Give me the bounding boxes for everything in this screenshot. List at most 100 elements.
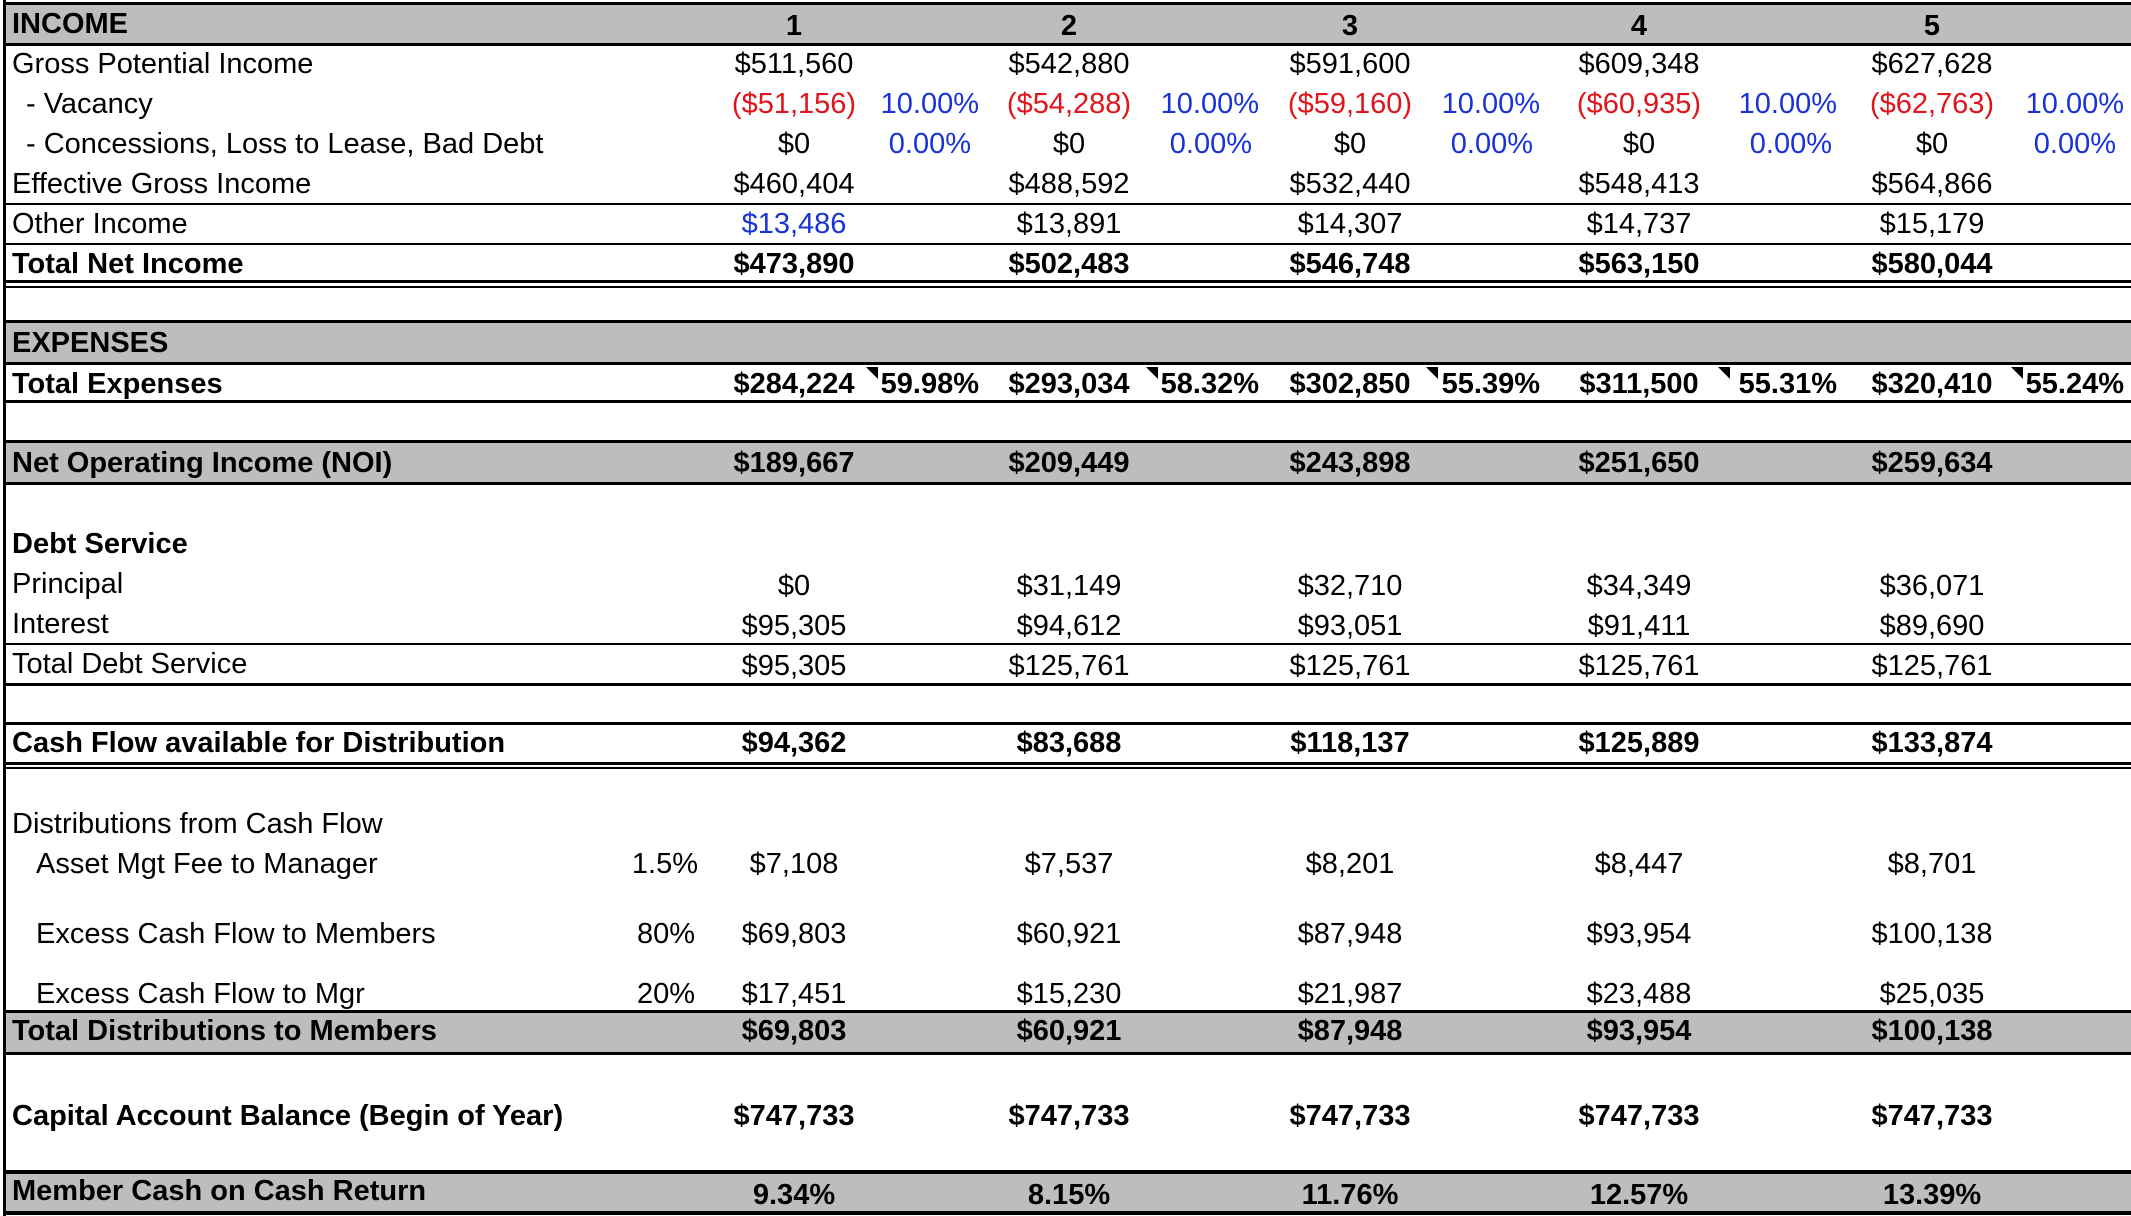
cell-noi-y2[interactable]: $209,449 — [1008, 447, 1130, 479]
cell-coc-y4[interactable]: 12.57% — [1589, 1179, 1689, 1211]
cell-capital-y4[interactable]: $747,733 — [1578, 1100, 1700, 1132]
cell-total-expenses-y4[interactable]: $311,500 — [1579, 368, 1699, 400]
cell-interest-y4[interactable]: $91,411 — [1587, 610, 1691, 642]
cell-vacancy-y2[interactable]: ($54,288) — [1006, 88, 1132, 120]
cell-principal-y4[interactable]: $34,349 — [1586, 570, 1692, 602]
cell-vacancy-pct-y5[interactable]: 10.00% — [2025, 88, 2124, 120]
cell-egi-y2[interactable]: $488,592 — [1008, 168, 1130, 200]
cell-gpi-y2[interactable]: $542,880 — [1008, 48, 1130, 80]
cell-excess-members-y3[interactable]: $87,948 — [1297, 918, 1403, 950]
cell-principal-y3[interactable]: $32,710 — [1297, 570, 1403, 602]
comment-flag[interactable] — [1426, 367, 1438, 379]
cell-capital-y5[interactable]: $747,733 — [1871, 1100, 1993, 1132]
cell-gpi-y3[interactable]: $591,600 — [1289, 48, 1411, 80]
cell-expense-ratio-y4[interactable]: 55.31% — [1738, 368, 1837, 400]
cell-concessions-y2[interactable]: $0 — [1052, 128, 1086, 160]
cell-total-dist-y5[interactable]: $100,138 — [1871, 1015, 1993, 1047]
cell-concessions-pct-y3[interactable]: 0.00% — [1450, 128, 1533, 160]
cell-total-dist-y4[interactable]: $93,954 — [1586, 1015, 1692, 1047]
cell-egi-y1[interactable]: $460,404 — [733, 168, 855, 200]
cell-cash-flow-y3[interactable]: $118,137 — [1290, 727, 1410, 759]
cell-concessions-y3[interactable]: $0 — [1333, 128, 1367, 160]
cell-total-expenses-y2[interactable]: $293,034 — [1008, 368, 1130, 400]
cell-total-debt-y2[interactable]: $125,761 — [1008, 650, 1130, 682]
cell-interest-y3[interactable]: $93,051 — [1297, 610, 1403, 642]
cell-excess-members-y1[interactable]: $69,803 — [741, 918, 847, 950]
cell-expense-ratio-y3[interactable]: 55.39% — [1441, 368, 1540, 400]
cell-asset-mgt-y1[interactable]: $7,108 — [749, 848, 839, 880]
cell-tni-y2[interactable]: $502,483 — [1008, 248, 1130, 280]
cell-concessions-pct-y4[interactable]: 0.00% — [1749, 128, 1832, 160]
cell-cash-flow-y1[interactable]: $94,362 — [741, 727, 847, 759]
cell-excess-members-y5[interactable]: $100,138 — [1871, 918, 1993, 950]
cell-gpi-y4[interactable]: $609,348 — [1578, 48, 1700, 80]
cell-vacancy-y5[interactable]: ($62,763) — [1869, 88, 1995, 120]
cell-noi-y4[interactable]: $251,650 — [1578, 447, 1700, 479]
cell-concessions-y4[interactable]: $0 — [1622, 128, 1656, 160]
cell-vacancy-y4[interactable]: ($60,935) — [1576, 88, 1702, 120]
cell-coc-y2[interactable]: 8.15% — [1027, 1179, 1111, 1211]
cell-other-income-y4[interactable]: $14,737 — [1586, 208, 1692, 240]
cell-tni-y4[interactable]: $563,150 — [1578, 248, 1700, 280]
cell-concessions-pct-y2[interactable]: 0.00% — [1169, 128, 1252, 160]
cell-capital-y1[interactable]: $747,733 — [733, 1100, 855, 1132]
cell-tni-y1[interactable]: $473,890 — [733, 248, 855, 280]
cell-vacancy-pct-y4[interactable]: 10.00% — [1738, 88, 1837, 120]
cell-total-expenses-y1[interactable]: $284,224 — [733, 368, 855, 400]
cell-expense-ratio-y2[interactable]: 58.32% — [1160, 368, 1259, 400]
cell-gpi-y5[interactable]: $627,628 — [1871, 48, 1993, 80]
cell-cash-flow-y2[interactable]: $83,688 — [1016, 727, 1122, 759]
cell-interest-y2[interactable]: $94,612 — [1016, 610, 1122, 642]
comment-flag[interactable] — [1718, 367, 1730, 379]
cell-other-income-y5[interactable]: $15,179 — [1879, 208, 1985, 240]
cell-other-income-y1[interactable]: $13,486 — [741, 208, 847, 240]
cell-total-expenses-y3[interactable]: $302,850 — [1289, 368, 1411, 400]
cell-excess-mgr-y1[interactable]: $17,451 — [741, 978, 847, 1010]
cell-egi-y4[interactable]: $548,413 — [1578, 168, 1700, 200]
cell-coc-y1[interactable]: 9.34% — [752, 1179, 836, 1211]
cell-excess-members-rate[interactable]: 80% — [636, 918, 695, 950]
cell-total-debt-y3[interactable]: $125,761 — [1289, 650, 1411, 682]
comment-flag[interactable] — [2011, 367, 2023, 379]
cell-total-debt-y5[interactable]: $125,761 — [1871, 650, 1993, 682]
cell-capital-y3[interactable]: $747,733 — [1289, 1100, 1411, 1132]
comment-flag[interactable] — [866, 367, 878, 379]
cell-capital-y2[interactable]: $747,733 — [1008, 1100, 1130, 1132]
cell-noi-y1[interactable]: $189,667 — [733, 447, 855, 479]
cell-interest-y1[interactable]: $95,305 — [741, 610, 847, 642]
cell-other-income-y3[interactable]: $14,307 — [1297, 208, 1403, 240]
cell-vacancy-pct-y3[interactable]: 10.00% — [1441, 88, 1540, 120]
cell-interest-y5[interactable]: $89,690 — [1879, 610, 1985, 642]
cell-vacancy-pct-y1[interactable]: 10.00% — [880, 88, 979, 120]
cell-excess-mgr-y4[interactable]: $23,488 — [1586, 978, 1692, 1010]
cell-excess-mgr-y3[interactable]: $21,987 — [1297, 978, 1403, 1010]
comment-flag[interactable] — [1146, 367, 1158, 379]
cell-asset-mgt-y4[interactable]: $8,447 — [1594, 848, 1684, 880]
cell-principal-y5[interactable]: $36,071 — [1879, 570, 1985, 602]
cell-concessions-y5[interactable]: $0 — [1915, 128, 1949, 160]
cell-expense-ratio-y5[interactable]: 55.24% — [2025, 368, 2124, 400]
cell-excess-mgr-y2[interactable]: $15,230 — [1016, 978, 1122, 1010]
cell-cash-flow-y5[interactable]: $133,874 — [1871, 727, 1993, 759]
cell-total-dist-y2[interactable]: $60,921 — [1016, 1015, 1122, 1047]
cell-asset-mgt-y3[interactable]: $8,201 — [1305, 848, 1395, 880]
cell-excess-members-y2[interactable]: $60,921 — [1016, 918, 1122, 950]
cell-total-expenses-y5[interactable]: $320,410 — [1871, 368, 1993, 400]
cell-excess-mgr-y5[interactable]: $25,035 — [1879, 978, 1985, 1010]
cell-other-income-y2[interactable]: $13,891 — [1016, 208, 1122, 240]
cell-asset-mgt-y2[interactable]: $7,537 — [1024, 848, 1114, 880]
cell-excess-members-y4[interactable]: $93,954 — [1586, 918, 1692, 950]
cell-coc-y5[interactable]: 13.39% — [1882, 1179, 1982, 1211]
cell-tni-y3[interactable]: $546,748 — [1289, 248, 1411, 280]
cell-vacancy-pct-y2[interactable]: 10.00% — [1160, 88, 1259, 120]
cell-vacancy-y1[interactable]: ($51,156) — [731, 88, 857, 120]
cell-noi-y5[interactable]: $259,634 — [1871, 447, 1993, 479]
cell-concessions-pct-y1[interactable]: 0.00% — [888, 128, 971, 160]
cell-cash-flow-y4[interactable]: $125,889 — [1578, 727, 1700, 759]
cell-total-dist-y1[interactable]: $69,803 — [741, 1015, 847, 1047]
cell-total-debt-y1[interactable]: $95,305 — [741, 650, 847, 682]
cell-expense-ratio-y1[interactable]: 59.98% — [880, 368, 979, 400]
cell-excess-mgr-rate[interactable]: 20% — [636, 978, 695, 1010]
cell-gpi-y1[interactable]: $511,560 — [734, 48, 854, 80]
cell-asset-mgt-y5[interactable]: $8,701 — [1887, 848, 1977, 880]
